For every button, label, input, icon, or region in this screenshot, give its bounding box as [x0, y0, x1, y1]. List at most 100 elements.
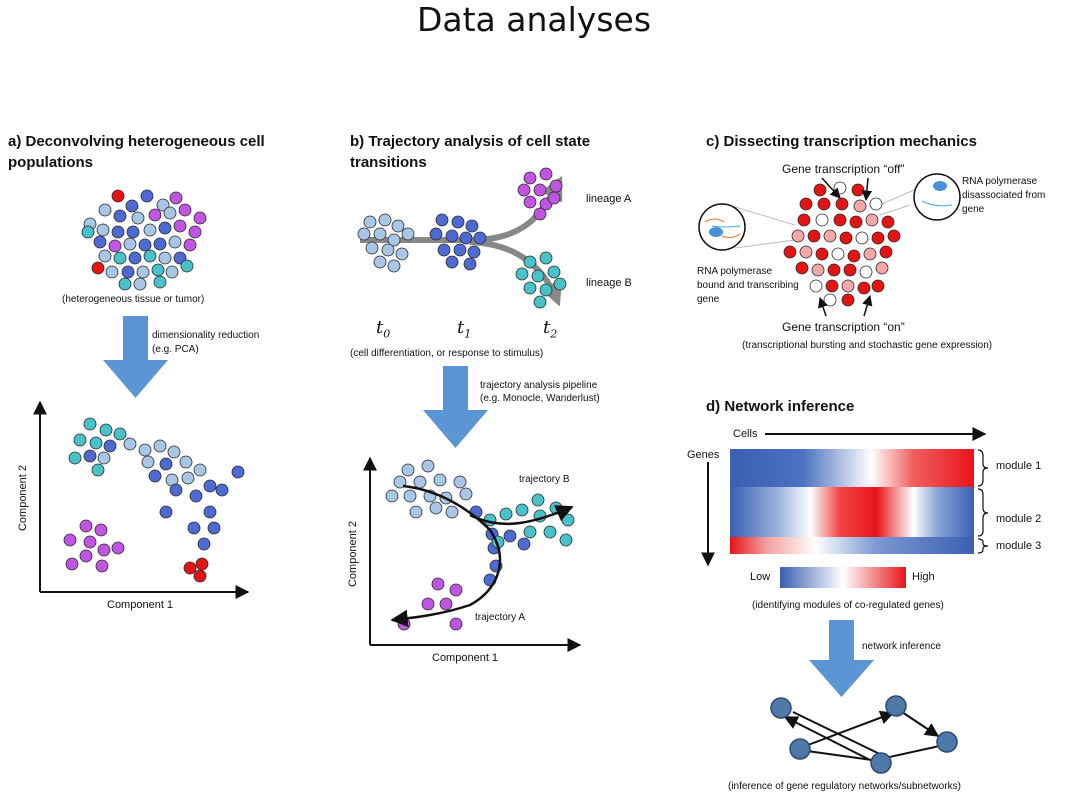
cell-dot	[435, 213, 449, 227]
cell-dot	[108, 239, 122, 253]
t2-label: t2	[543, 317, 558, 341]
cell-dot	[121, 265, 135, 279]
cell-dot	[853, 199, 867, 213]
panel-c-cell-cluster	[783, 181, 901, 307]
cell-dot	[103, 439, 117, 453]
cell-dot	[99, 423, 113, 437]
cell-dot	[105, 265, 119, 279]
cell-dot	[111, 189, 125, 203]
cell-dot	[113, 209, 127, 223]
cell-dot	[365, 241, 379, 255]
cell-dot	[499, 507, 513, 521]
figure-title: Data analyses	[416, 0, 652, 39]
cell-dot	[865, 213, 879, 227]
cell-dot	[875, 261, 889, 275]
cell-dot	[851, 183, 865, 197]
cell-dot	[445, 255, 459, 269]
cell-dot	[133, 277, 147, 291]
heatmap-module-3	[730, 537, 974, 554]
trajectory-a-label: trajectory A	[475, 612, 526, 623]
cell-dot	[515, 503, 529, 517]
cell-dot	[437, 243, 451, 257]
t1-label: t1	[457, 317, 472, 341]
cell-dot	[539, 251, 553, 265]
cell-dot	[823, 293, 837, 307]
cell-dot	[97, 543, 111, 557]
cell-dot	[791, 229, 805, 243]
cell-dot	[111, 225, 125, 239]
panel-a-sample-caption: (heterogeneous tissue or tumor)	[62, 294, 205, 305]
cell-dot	[859, 265, 873, 279]
cell-dot	[143, 249, 157, 263]
cell-dot	[531, 269, 545, 283]
cell-dot	[863, 247, 877, 261]
cell-dot	[118, 277, 132, 291]
cell-dot	[869, 197, 883, 211]
cell-dot	[148, 208, 162, 222]
cell-dot	[95, 559, 109, 573]
lineage-a-label: lineage A	[586, 193, 632, 205]
cell-dot	[453, 243, 467, 257]
cell-dot	[173, 219, 187, 233]
cell-dot	[449, 583, 463, 597]
network-node	[936, 731, 958, 753]
transcription-on-label: Gene transcription “on”	[782, 320, 905, 334]
cell-dot	[849, 215, 863, 229]
panel-a-tissue-cluster	[81, 189, 207, 291]
cell-dot	[169, 191, 183, 205]
cell-dot	[433, 473, 447, 487]
cell-dot	[523, 255, 537, 269]
cell-dot	[89, 436, 103, 450]
cell-dot	[799, 197, 813, 211]
cell-dot	[91, 261, 105, 275]
cell-dot	[539, 283, 553, 297]
cell-dot	[543, 525, 557, 539]
cell-dot	[183, 238, 197, 252]
callout-right-line-1: RNA polymerase	[962, 176, 1038, 187]
cell-dot	[797, 213, 811, 227]
transcription-off-label: Gene transcription “off”	[782, 162, 905, 176]
cell-dot	[549, 179, 563, 193]
cell-dot	[126, 225, 140, 239]
callout-lines	[734, 189, 915, 249]
cell-dot	[131, 211, 145, 225]
panel-b-arrow-label-2: (e.g. Monocle, Wanderlust)	[480, 393, 600, 404]
cells-label: Cells	[733, 428, 758, 440]
cell-dot	[138, 238, 152, 252]
panel-d-title: d) Network inference	[706, 398, 855, 415]
cell-dot	[180, 259, 194, 273]
cell-dot	[871, 231, 885, 245]
module-3-label: module 3	[996, 540, 1042, 552]
panel-a-down-arrow	[103, 316, 168, 398]
cell-dot	[68, 451, 82, 465]
cell-dot	[159, 505, 173, 519]
cell-dot	[207, 521, 221, 535]
cell-dot	[73, 433, 87, 447]
cell-dot	[231, 465, 245, 479]
cell-dot	[188, 225, 202, 239]
cell-dot	[515, 267, 529, 281]
cell-dot	[378, 213, 392, 227]
cell-dot	[459, 487, 473, 501]
cell-dot	[153, 237, 167, 251]
cell-dot	[421, 597, 435, 611]
cell-dot	[429, 227, 443, 241]
cell-dot	[81, 225, 95, 239]
cell-dot	[517, 183, 531, 197]
cell-dot	[813, 183, 827, 197]
panel-b-axes	[363, 456, 582, 652]
callout-right-line-2: disassociated from	[962, 190, 1046, 201]
cell-dot	[429, 501, 443, 515]
cell-dot	[203, 505, 217, 519]
panel-a-arrow-label-2: (e.g. PCA)	[152, 344, 199, 355]
panel-d-down-arrow	[809, 620, 874, 697]
cell-dot	[113, 427, 127, 441]
panel-a-xlabel: Component 1	[107, 599, 174, 611]
cell-dot	[879, 245, 893, 259]
panel-c-title: c) Dissecting transcription mechanics	[706, 133, 977, 150]
cell-dot	[881, 215, 895, 229]
genes-label: Genes	[687, 449, 720, 461]
cell-dot	[169, 483, 183, 497]
cell-dot	[823, 229, 837, 243]
transcription-pointer-arrows	[818, 177, 873, 317]
